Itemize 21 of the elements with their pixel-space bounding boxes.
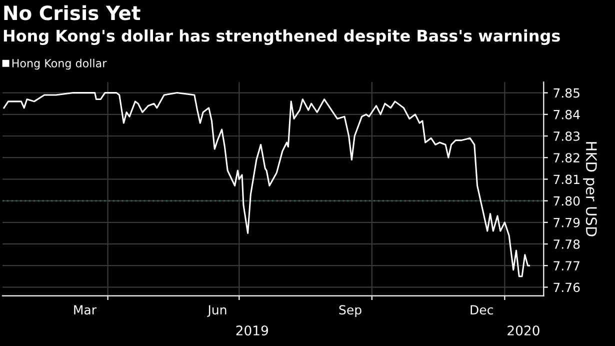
y-tick-label: 7.79 — [554, 218, 580, 228]
y-tick-label: 7.82 — [554, 153, 580, 163]
x-tick-label: Mar — [74, 305, 97, 315]
y-tick-label: 7.76 — [554, 282, 580, 292]
y-tick-label: 7.80 — [554, 196, 580, 206]
x2-tick-label: 2020 — [508, 326, 540, 336]
x-tick-label: Dec — [470, 305, 493, 315]
y-tick-label: 7.81 — [554, 174, 580, 184]
chart-subtitle: Hong Kong's dollar has strengthened despite Bass's warnings — [4, 29, 560, 45]
y-tick-label: 7.77 — [554, 261, 580, 270]
line-series — [3, 92, 530, 278]
x-tick-label: Jun — [207, 305, 226, 317]
y-tick-label: 7.78 — [554, 239, 580, 249]
y-tick-label: 7.85 — [554, 88, 580, 98]
legend-label: Hong Kong dollar — [12, 58, 107, 70]
x2-tick-label: 2019 — [236, 326, 268, 336]
chart-title: No Crisis Yet — [4, 5, 140, 20]
x-tick-label: Sep — [339, 305, 362, 317]
y-tick-label: 7.84 — [554, 110, 580, 120]
y-axis-title: HKD per USD — [583, 142, 597, 236]
y-tick-label: 7.83 — [554, 131, 580, 141]
